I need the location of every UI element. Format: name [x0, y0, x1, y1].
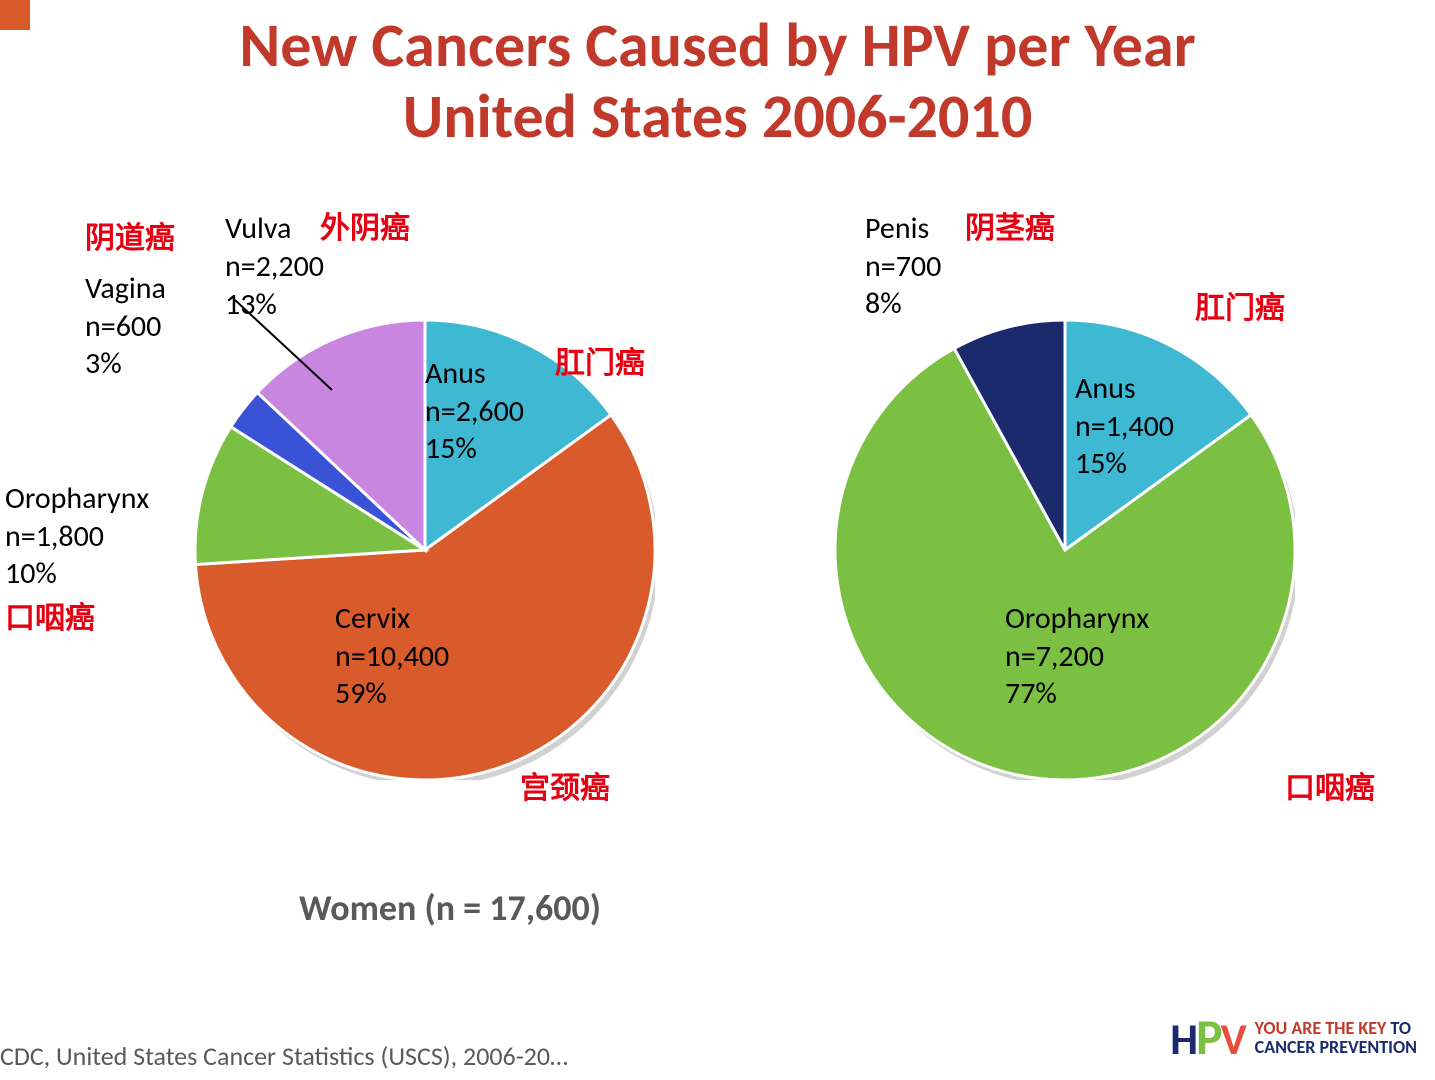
- lbl-penis-en: Penis n=700 8%: [865, 210, 941, 323]
- logo-h: H: [1170, 1012, 1196, 1066]
- lbl-vagina-en: Vagina n=600 3%: [85, 270, 166, 383]
- logo-line2: CANCER PREVENTION: [1255, 1036, 1417, 1058]
- lbl-vagina-cn: 阴道癌: [85, 220, 175, 258]
- page-title: New Cancers Caused by HPV per Year Unite…: [0, 10, 1435, 153]
- logo-v: V: [1221, 1012, 1245, 1066]
- title-line-1: New Cancers Caused by HPV per Year: [239, 7, 1195, 83]
- lbl-vulva-en: Vulva: [225, 210, 291, 248]
- lbl-oro-cn-w: 口咽癌: [5, 600, 95, 638]
- lbl-vulva-cn: 外阴癌: [320, 210, 410, 248]
- footer-source: CDC, United States Cancer Statistics (US…: [0, 1040, 568, 1072]
- lbl-oro-en-m: Oropharynx n=7,200 77%: [1005, 600, 1149, 713]
- lbl-cervix-en: Cervix n=10,400 59%: [335, 600, 449, 713]
- lbl-cervix-cn: 宫颈癌: [520, 770, 610, 808]
- lbl-oro-en-w: Oropharynx n=1,800 10%: [5, 480, 149, 593]
- lbl-anus-cn-m: 肛门癌: [1195, 290, 1285, 328]
- caption-women: Women (n = 17,600): [140, 886, 760, 930]
- logo-hpv-icon: H P V: [1170, 1007, 1244, 1068]
- chart-women: 阴道癌 Vulva 外阴癌 n=2,200 13% Vagina n=600 3…: [55, 200, 735, 960]
- title-line-2: United States 2006-2010: [403, 78, 1033, 154]
- lbl-oro-cn-m: 口咽癌: [1285, 770, 1375, 808]
- charts-area: 阴道癌 Vulva 外阴癌 n=2,200 13% Vagina n=600 3…: [0, 200, 1435, 960]
- lbl-anus-en-m: Anus n=1,400 15%: [1075, 370, 1174, 483]
- logo-p: P: [1196, 1007, 1221, 1068]
- lbl-anus-cn-w: 肛门癌: [555, 345, 645, 383]
- logo-text: YOU ARE THE KEY TO CANCER PREVENTION: [1255, 1019, 1417, 1057]
- lbl-vulva-n: n=2,200 13%: [225, 248, 324, 323]
- chart-men: Penis n=700 8% 阴茎癌 肛门癌 Anus n=1,400 15% …: [755, 200, 1435, 960]
- footer-logo: H P V YOU ARE THE KEY TO CANCER PREVENTI…: [1170, 1007, 1417, 1068]
- lbl-penis-cn: 阴茎癌: [965, 210, 1055, 248]
- lbl-anus-en-w: Anus n=2,600 15%: [425, 355, 524, 468]
